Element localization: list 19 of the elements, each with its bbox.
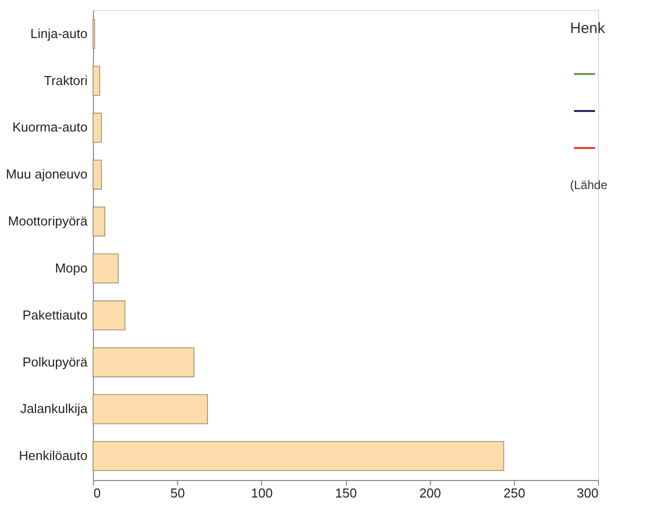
x-tick-label: 300 [576,486,598,500]
y-tick-label: Mopo [54,260,88,276]
annotation: Henk [570,20,606,37]
y-tick-label: Jalankulkija [20,401,88,416]
y-tick-label: Kuorma-auto [12,120,88,135]
y-tick-label: Polkupyörä [22,354,88,370]
x-tick-label: 200 [419,486,442,500]
y-tick-label: Pakettiauto [22,307,88,322]
y-tick-label: Muu ajoneuvo [6,166,88,182]
y-tick-label: Moottoripyörä [8,214,88,229]
x-tick-label: 250 [503,486,526,500]
x-tick-label: 0 [94,486,101,500]
annotation: (Lähde [570,178,608,192]
x-tick-label: 150 [335,486,357,500]
y-tick-label: Traktori [44,72,88,88]
y-tick-label: Henkilöauto [18,448,88,464]
x-tick-label: 50 [170,486,185,500]
x-tick-label: 100 [250,486,273,500]
y-tick-label: Linja-auto [30,26,88,41]
